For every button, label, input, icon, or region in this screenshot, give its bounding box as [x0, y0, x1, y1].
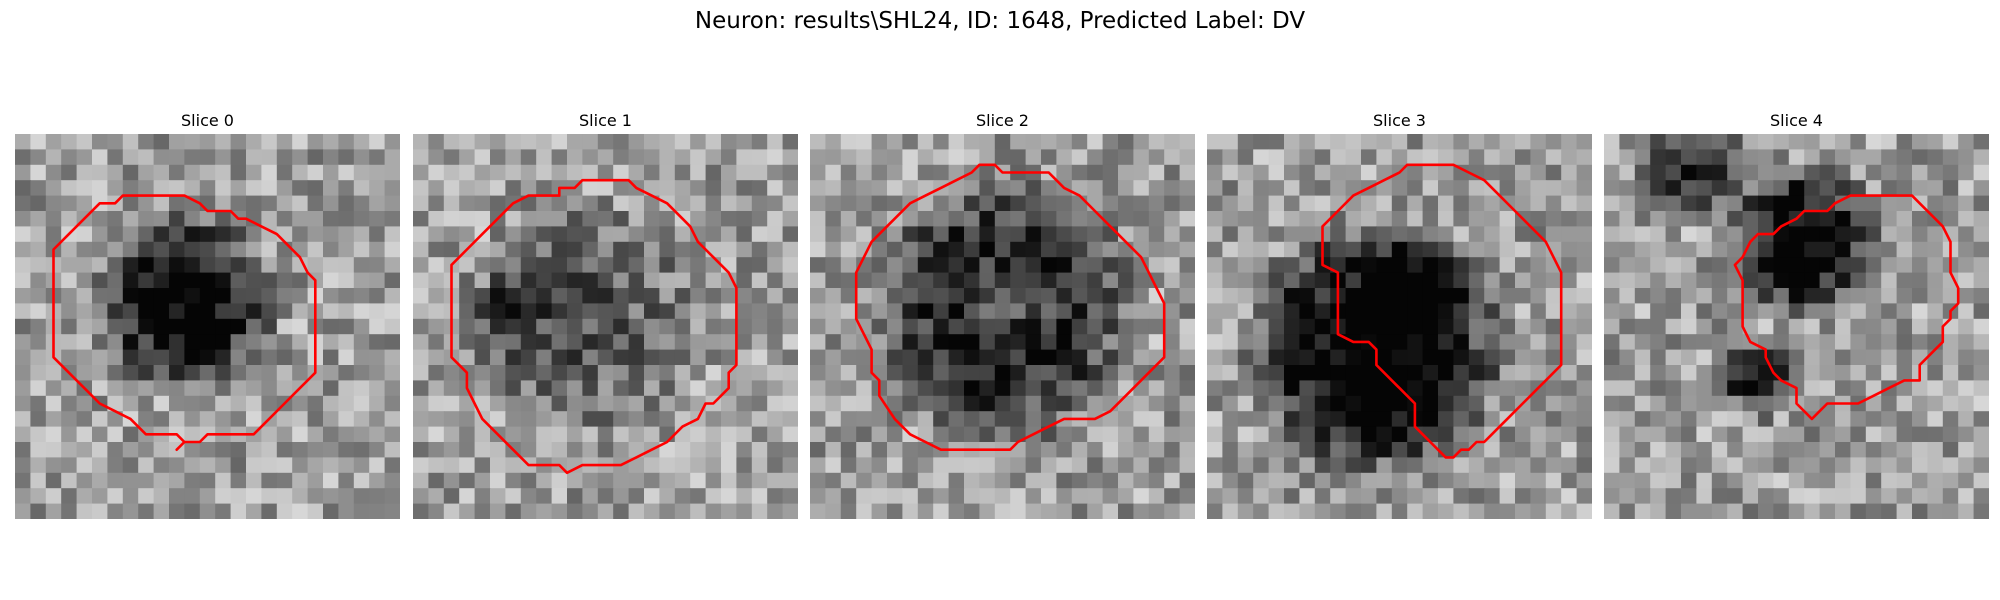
- slice-pixels: [810, 134, 1195, 519]
- slice-pixels: [15, 134, 400, 519]
- slice-title-3: Slice 3: [1373, 111, 1426, 130]
- slice-panel-2: Slice 2: [810, 108, 1195, 519]
- slice-pixels: [1604, 134, 1989, 519]
- segmentation-contour: [450, 178, 738, 475]
- slice-panel-1: Slice 1: [413, 108, 798, 519]
- slice-pixels: [1207, 134, 1592, 519]
- slice-title-2: Slice 2: [976, 111, 1029, 130]
- slice-image-0: [15, 134, 400, 519]
- slice-image-2: [810, 134, 1195, 519]
- segmentation-contour: [1733, 194, 1960, 421]
- slice-image-4: [1604, 134, 1989, 519]
- slice-panel-4: Slice 4: [1604, 108, 1989, 519]
- slice-panel-0: Slice 0: [15, 108, 400, 519]
- slice-title-0: Slice 0: [181, 111, 234, 130]
- figure-title: Neuron: results\SHL24, ID: 1648, Predict…: [694, 8, 1306, 34]
- slice-image-3: [1207, 134, 1592, 519]
- segmentation-contour: [854, 163, 1166, 452]
- slice-title-4: Slice 4: [1770, 111, 1823, 130]
- segmentation-contour: [52, 194, 317, 452]
- slice-title-1: Slice 1: [579, 111, 632, 130]
- slice-panel-3: Slice 3: [1207, 108, 1592, 519]
- segmentation-contour: [1321, 163, 1563, 459]
- slice-image-1: [413, 134, 798, 519]
- slice-pixels: [413, 134, 798, 519]
